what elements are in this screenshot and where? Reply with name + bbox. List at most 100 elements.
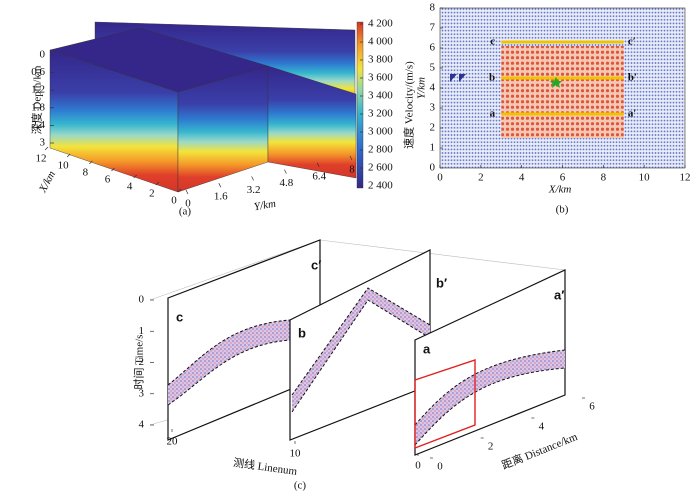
section-label: b′ [436,275,447,290]
section-label: c [176,309,183,324]
tick [66,153,71,158]
tick-label: 3 [40,137,46,149]
tick-label: 0 [139,294,145,306]
tick [251,176,254,181]
tick-label: 0 [415,460,421,472]
tick-label: 10 [639,172,651,184]
tick-label: 1.8 [31,101,45,113]
tick-label: 2 [488,441,494,453]
tick-label: 12 [680,172,691,184]
survey-area [501,46,624,138]
tick-label: 1.6 [214,191,228,203]
tick-label: 2 400 [368,180,393,192]
tick [155,181,160,186]
section-label: c′ [311,257,321,272]
x-label: X/km [548,184,572,196]
line-label: b′ [628,72,637,84]
caption: (a) [179,206,192,218]
tick-label: 6 [560,172,566,184]
tick-label: 2 [430,122,436,134]
tick-label: 6 [105,174,111,186]
tick-label: 8 [430,2,436,14]
tick-label: 10 [58,160,70,172]
tick [349,155,353,161]
tick [185,189,189,195]
section-label: a′ [554,287,564,302]
tick-label: 3.2 [247,184,261,196]
sections [167,239,566,456]
tick-label: 4 [127,181,133,193]
tick-label: 3 800 [368,54,393,66]
tick-label: 4 [430,82,436,94]
tick-label: 1 [430,142,436,154]
receiver-icon [459,74,466,82]
tick [89,160,93,165]
caption: (c) [294,480,307,492]
tick [284,169,287,174]
tick-label: 0 [437,172,443,184]
source [550,77,562,88]
tick [177,188,182,193]
tick-label: 0 [437,461,443,473]
tick-label: 0 [171,195,177,207]
tick-label: 10 [290,448,302,460]
colorbar-label: 速度 Velocity/(m/s) [402,61,416,149]
time-label: 时间 Time/s [133,335,146,390]
tick-label: 2.4 [31,119,45,131]
tick-label: 12 [36,153,47,165]
tick-label: 2 [139,356,145,368]
tick-label: 8 [349,164,355,176]
tick-label: 4 [139,419,145,431]
tick-label: 1.2 [31,84,45,96]
receiver-icon [450,74,457,82]
distance-label: 距离 Distance/km [500,429,580,472]
section-label: a [423,341,431,356]
tick-label: 8 [83,167,89,179]
tick-label: 3 400 [368,90,393,102]
tick-label: 6 [589,401,595,413]
tick-label: 0 [430,162,436,174]
fence-model [49,21,357,193]
tick-label: 3 [139,387,145,399]
x-label: X/km [37,169,59,196]
tick-label: 6 [430,42,436,54]
tick-label: 5 [430,62,436,74]
y-label: Y/km [416,77,428,99]
tick-label: 0 [40,49,46,61]
caption: (b) [556,204,569,216]
line-label: a′ [628,108,637,120]
tick-label: 4 [539,421,545,433]
line-label: c′ [628,36,636,48]
tick-label: 0 [185,198,191,210]
tick-label: 4.8 [280,177,294,189]
tick-label: 4 000 [368,36,393,48]
section-label: b [298,325,306,340]
tick-label: 7 [430,22,436,34]
tick-label: 2 800 [368,144,393,156]
tick [218,183,222,188]
tick-label: 3 200 [368,108,393,120]
colorbar [356,21,364,189]
tick-label: 20 [167,436,179,448]
tick-label: 1 [139,325,145,337]
tick [111,167,115,172]
tick [133,174,137,179]
y-label: Y/km [253,198,277,214]
line-label: b [489,72,495,84]
tick-label: 8 [601,172,607,184]
tick-label: 0.6 [31,66,45,78]
tick-label: 4 [519,172,525,184]
tick [44,146,49,151]
depth-label: 深度 Depth/km [30,65,44,134]
tick-label: 3 000 [368,126,393,138]
tick-label: 4 200 [368,18,393,30]
tick [316,162,320,167]
tick-label: 2 600 [368,162,393,174]
tick-label: 3 [430,102,436,114]
tick-label: 2 [478,172,484,184]
tick-label: 6.4 [312,170,326,182]
line-label: a [490,108,496,120]
tick-label: 2 [149,188,155,200]
line-label: c [490,36,495,48]
